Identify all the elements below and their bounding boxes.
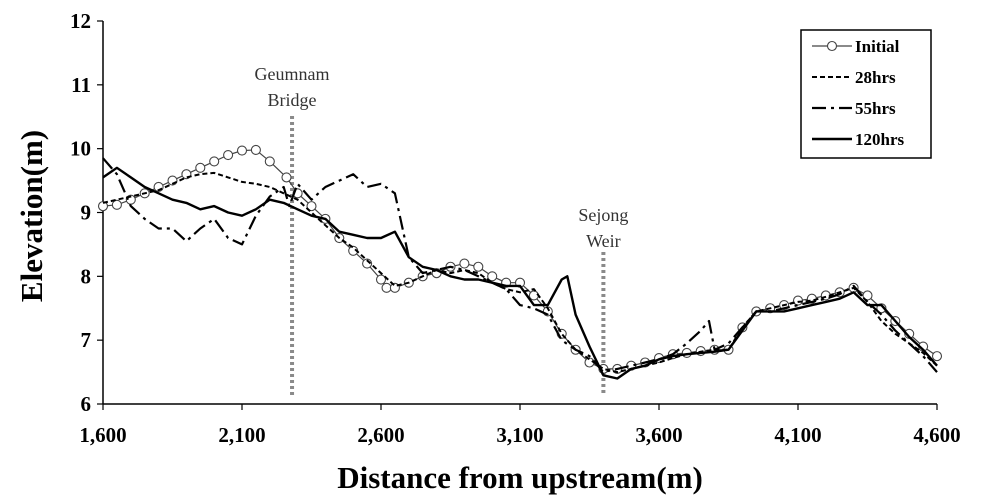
- series-line-28hrs: [102, 171, 938, 374]
- data-point-Initial: [281, 172, 292, 183]
- data-point-Initial: [111, 199, 122, 210]
- data-point-Initial: [528, 290, 539, 301]
- reference-label: Geumnam: [255, 64, 330, 84]
- data-point-Initial: [375, 274, 387, 285]
- y-tick-label: 10: [70, 137, 91, 161]
- x-tick-label: 3,600: [635, 423, 682, 447]
- data-point-Initial: [97, 201, 109, 212]
- data-point-Initial: [862, 290, 873, 301]
- ticks: 1,600 2,100 2,600 3,100 3,600 4,100 4,600 6 7 8 9 1…: [70, 9, 961, 447]
- data-point-Initial: [473, 261, 484, 272]
- y-tick-label: 6: [81, 392, 92, 416]
- y-tick-label: 7: [81, 328, 92, 352]
- x-tick-label: 2,600: [357, 423, 404, 447]
- legend: Initial 28hrs 55hrs 120hrs: [800, 29, 932, 159]
- y-tick-label: 8: [81, 264, 92, 288]
- x-tick-label: 4,100: [774, 423, 821, 447]
- data-point-Initial: [223, 150, 234, 161]
- legend-label-Initial: Initial: [855, 37, 900, 56]
- annotations: Geumnam Bridge Sejong Weir: [255, 64, 628, 396]
- series-line-120hrs: [102, 166, 938, 380]
- reference-label: Weir: [586, 231, 621, 251]
- data-point-Initial: [792, 295, 804, 306]
- data-point-Initial: [236, 145, 248, 156]
- data-point-Initial: [306, 201, 317, 212]
- x-tick-label: 3,100: [496, 423, 543, 447]
- data-point-Initial: [487, 271, 498, 282]
- data-point-Initial: [209, 156, 220, 167]
- series-layer: [97, 144, 943, 380]
- y-axis-title: Elevation(m): [14, 130, 49, 302]
- legend-marker-Initial: [826, 40, 838, 52]
- y-tick-label: 12: [70, 9, 91, 33]
- x-tick-label: 4,600: [913, 423, 960, 447]
- x-tick-label: 2,100: [218, 423, 265, 447]
- x-axis-title: Distance from upstream(m): [337, 460, 703, 495]
- reference-label: Bridge: [268, 90, 317, 110]
- y-tick-label: 11: [71, 73, 91, 97]
- y-tick-label: 9: [81, 201, 92, 225]
- x-tick-label: 1,600: [79, 423, 126, 447]
- data-point-Initial: [195, 162, 206, 173]
- legend-label-28hrs: 28hrs: [855, 68, 896, 87]
- data-point-Initial: [381, 282, 392, 293]
- data-point-Initial: [459, 258, 470, 269]
- legend-box: [800, 29, 932, 159]
- legend-label-55hrs: 55hrs: [855, 99, 896, 118]
- series-line-Initial: [102, 149, 938, 370]
- data-point-Initial: [931, 351, 943, 362]
- series-line-55hrs: [102, 157, 938, 374]
- data-point-Initial: [250, 144, 261, 155]
- reference-label: Sejong: [578, 205, 628, 225]
- legend-label-120hrs: 120hrs: [855, 130, 905, 149]
- data-point-Initial: [264, 156, 275, 167]
